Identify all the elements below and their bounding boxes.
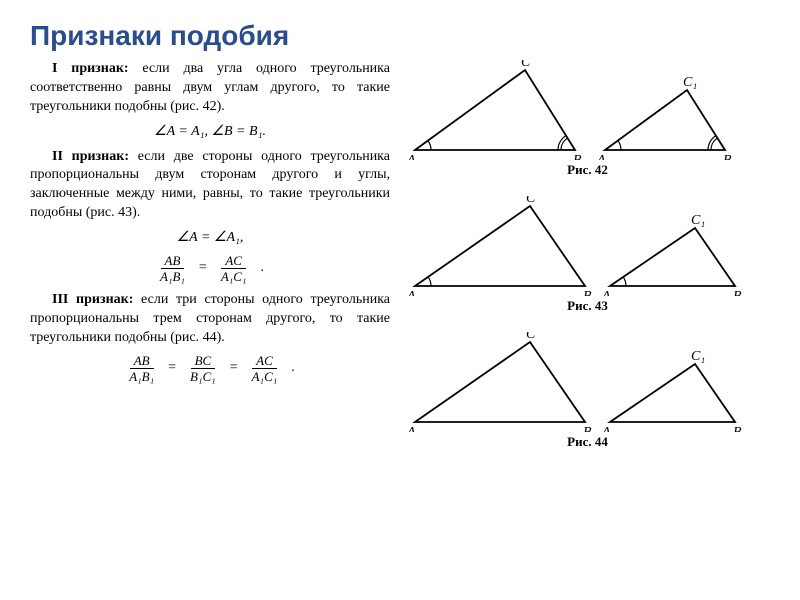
- fraction-num: BC: [191, 354, 216, 369]
- criterion-3-fraction-row: AB A₁B₁ = BC B₁C₁ = AC A₁C₁ .: [30, 354, 390, 383]
- equals-sign: =: [199, 259, 207, 278]
- criterion-2-math-line1: ∠A = ∠A₁,: [30, 229, 390, 248]
- svg-text:A₁: A₁: [601, 289, 615, 296]
- fraction: AC A₁C₁: [248, 354, 282, 383]
- criterion-1-text: I признак: если два угла одного треуголь…: [30, 60, 390, 117]
- svg-text:B: B: [583, 425, 592, 432]
- criterion-2-text: II признак: если две стороны одного треу…: [30, 148, 390, 224]
- page-title: Признаки подобия: [30, 20, 770, 52]
- figure-44-caption: Рис. 44: [405, 434, 770, 450]
- figure-43-block: A B C A₁ B₁ C₁ Рис. 43: [405, 196, 770, 314]
- fraction-den: A₁B₁: [125, 369, 158, 383]
- svg-text:A₁: A₁: [601, 425, 615, 432]
- svg-text:C₁: C₁: [691, 213, 705, 228]
- content-area: I признак: если два угла одного треуголь…: [30, 60, 770, 468]
- fraction-den: B₁C₁: [186, 369, 220, 383]
- svg-text:C₁: C₁: [691, 349, 705, 364]
- figure-44-block: A B C A₁ B₁ C₁ Рис. 44: [405, 332, 770, 450]
- equals-sign: =: [168, 359, 176, 378]
- svg-text:A: A: [406, 425, 416, 432]
- svg-text:C: C: [526, 196, 536, 206]
- equals-sign: =: [230, 359, 238, 378]
- fraction-num: AC: [252, 354, 277, 369]
- figure-44-svg: A B C A₁ B₁ C₁: [405, 332, 745, 432]
- figure-43-caption: Рис. 43: [405, 298, 770, 314]
- svg-text:B: B: [583, 289, 592, 296]
- criterion-3-head: III признак:: [52, 292, 133, 307]
- svg-text:A: A: [406, 153, 416, 160]
- figure-42-block: A B C A₁ B₁ C₁ Рис. 42: [405, 60, 770, 178]
- fraction: AC A₁C₁: [217, 254, 251, 283]
- fraction-den: A₁B₁: [156, 269, 189, 283]
- fraction-num: AB: [161, 254, 185, 269]
- fraction-den: A₁C₁: [248, 369, 282, 383]
- svg-text:C₁: C₁: [683, 75, 697, 90]
- criterion-2-fraction-row: AB A₁B₁ = AC A₁C₁ .: [30, 254, 390, 283]
- figure-42-svg: A B C A₁ B₁ C₁: [405, 60, 745, 160]
- fraction: AB A₁B₁: [156, 254, 189, 283]
- svg-text:C: C: [526, 332, 536, 342]
- fraction-num: AC: [221, 254, 246, 269]
- criterion-2-head: II признак:: [52, 149, 129, 164]
- svg-text:B₁: B₁: [723, 153, 736, 160]
- period: .: [291, 359, 295, 378]
- fraction-den: A₁C₁: [217, 269, 251, 283]
- fraction-num: AB: [130, 354, 154, 369]
- criterion-3-text: III признак: если три стороны одного тре…: [30, 291, 390, 348]
- figure-column: ABCA₁B₁C₁ Рис. 42 ABCA₁B₁C₁ Рис. 43 ABCA…: [405, 60, 770, 468]
- svg-text:B₁: B₁: [733, 289, 745, 296]
- fraction: BC B₁C₁: [186, 354, 220, 383]
- svg-text:C: C: [521, 60, 531, 70]
- fraction: AB A₁B₁: [125, 354, 158, 383]
- svg-text:B₁: B₁: [733, 425, 745, 432]
- period: .: [260, 259, 264, 278]
- svg-text:A₁: A₁: [596, 153, 610, 160]
- criterion-1-head: I признак:: [52, 61, 129, 76]
- svg-text:B: B: [573, 153, 582, 160]
- criterion-1-math: ∠A = A₁, ∠B = B₁.: [30, 123, 390, 142]
- figure-43-svg: A B C A₁ B₁ C₁: [405, 196, 745, 296]
- svg-text:A: A: [406, 289, 416, 296]
- figure-42-caption: Рис. 42: [405, 162, 770, 178]
- text-column: I признак: если два угла одного треуголь…: [30, 60, 390, 468]
